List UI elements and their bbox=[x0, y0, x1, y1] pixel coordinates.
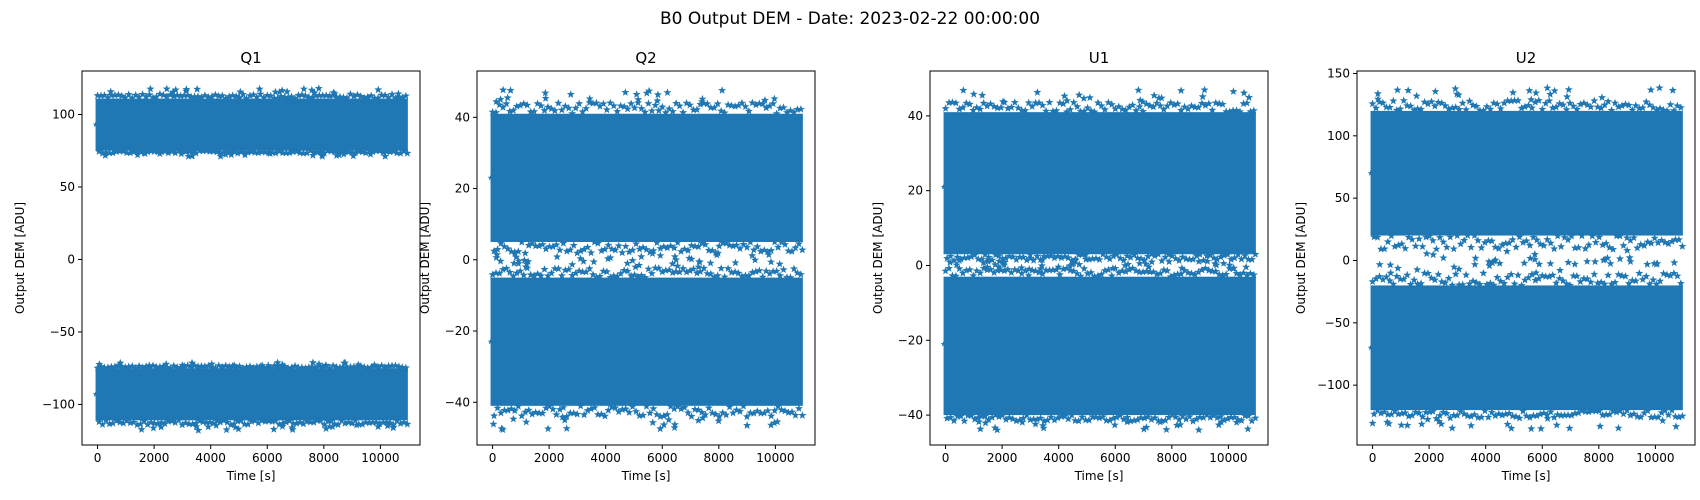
x-tick-label: 2000 bbox=[139, 451, 170, 465]
x-tick-label: 0 bbox=[1369, 451, 1377, 465]
y-tick-label: 100 bbox=[52, 107, 75, 121]
x-axis-label: Time [s] bbox=[1501, 469, 1551, 483]
scatter-marker bbox=[940, 183, 947, 190]
x-tick-label: 4000 bbox=[1043, 451, 1074, 465]
scatter-marker bbox=[1367, 344, 1374, 351]
x-tick-label: 0 bbox=[489, 451, 497, 465]
y-tick-label: 0 bbox=[67, 252, 75, 266]
scatter-band bbox=[95, 98, 408, 151]
data-points-u1 bbox=[940, 85, 1260, 434]
figure-title: B0 Output DEM - Date: 2023-02-22 00:00:0… bbox=[660, 9, 1040, 29]
scatter-marker bbox=[487, 338, 494, 345]
x-tick-label: 4000 bbox=[1470, 451, 1501, 465]
x-tick-label: 0 bbox=[94, 451, 102, 465]
y-tick-label: 50 bbox=[60, 180, 75, 194]
x-tick-label: 8000 bbox=[309, 451, 340, 465]
scatter-markers bbox=[488, 252, 807, 434]
x-tick-label: 8000 bbox=[1157, 451, 1188, 465]
y-axis-label: Output DEM [ADU] bbox=[1294, 202, 1308, 314]
y-axis-label: Output DEM [ADU] bbox=[871, 202, 885, 314]
y-tick-label: −20 bbox=[445, 324, 470, 338]
scatter-markers bbox=[941, 254, 1260, 434]
y-axis-label: Output DEM [ADU] bbox=[418, 202, 432, 314]
scatter-band bbox=[490, 277, 803, 406]
axes-frame bbox=[929, 70, 1269, 446]
y-tick-label: −40 bbox=[898, 408, 923, 422]
x-tick-label: 8000 bbox=[1584, 451, 1615, 465]
y-tick-label: 0 bbox=[462, 253, 470, 267]
y-tick-label: 100 bbox=[1327, 129, 1350, 143]
data-points-q1 bbox=[92, 84, 412, 434]
scatter-markers bbox=[488, 85, 807, 270]
subplot-title: Q2 bbox=[635, 49, 656, 67]
x-tick-label: 2000 bbox=[1414, 451, 1445, 465]
x-tick-label: 4000 bbox=[590, 451, 621, 465]
x-tick-label: 6000 bbox=[1100, 451, 1131, 465]
subplot-u2: 0 2000 4000 6000 8000 10000 −100 −50 0 50 100 150 U2… bbox=[1294, 49, 1696, 483]
x-axis-label: Time [s] bbox=[226, 469, 276, 483]
y-tick-label: 50 bbox=[1335, 191, 1350, 205]
scatter-band bbox=[943, 112, 1256, 255]
scatter-band bbox=[95, 368, 408, 421]
x-tick-label: 0 bbox=[942, 451, 950, 465]
scatter-marker bbox=[92, 121, 99, 128]
scatter-markers bbox=[941, 85, 1260, 273]
x-tick-label: 10000 bbox=[1636, 451, 1674, 465]
subplot-q2: 0 2000 4000 6000 8000 10000 −40 −20 0 20 40 Q2 Time … bbox=[418, 49, 816, 483]
scatter-marker bbox=[1367, 170, 1374, 176]
y-tick-label: 40 bbox=[908, 109, 923, 123]
y-tick-label: 0 bbox=[915, 258, 923, 272]
y-tick-label: 20 bbox=[455, 182, 470, 196]
y-axis-label: Output DEM [ADU] bbox=[13, 202, 27, 314]
scatter-band bbox=[1370, 285, 1683, 411]
subplot-q1: 0 2000 4000 6000 8000 10000 −100 −50 0 50 100 Q1 Tim… bbox=[13, 49, 421, 483]
axes-frame bbox=[81, 70, 421, 446]
y-tick-label: −50 bbox=[50, 325, 75, 339]
x-tick-label: 4000 bbox=[195, 451, 226, 465]
y-tick-label: 20 bbox=[908, 184, 923, 198]
x-tick-label: 10000 bbox=[1209, 451, 1247, 465]
x-tick-label: 6000 bbox=[252, 451, 283, 465]
x-tick-label: 2000 bbox=[534, 451, 565, 465]
x-tick-label: 2000 bbox=[987, 451, 1018, 465]
scatter-markers bbox=[93, 358, 412, 434]
axes-frame bbox=[1356, 70, 1696, 446]
x-tick-label: 8000 bbox=[704, 451, 735, 465]
subplot-title: U1 bbox=[1089, 49, 1110, 67]
y-tick-label: 0 bbox=[1342, 253, 1350, 267]
scatter-band bbox=[943, 276, 1256, 416]
x-tick-label: 10000 bbox=[756, 451, 794, 465]
scatter-markers bbox=[1368, 253, 1687, 433]
y-tick-label: −100 bbox=[42, 397, 75, 411]
y-tick-label: −50 bbox=[1325, 316, 1350, 330]
y-tick-label: −100 bbox=[1317, 378, 1350, 392]
x-axis-label: Time [s] bbox=[621, 469, 671, 483]
x-tick-label: 10000 bbox=[361, 451, 399, 465]
y-tick-label: −40 bbox=[445, 395, 470, 409]
scatter-marker bbox=[92, 391, 99, 397]
x-tick-label: 6000 bbox=[1527, 451, 1558, 465]
subplot-title: Q1 bbox=[240, 49, 261, 67]
scatter-band bbox=[1370, 110, 1683, 236]
data-points-q2 bbox=[487, 85, 807, 434]
scatter-band bbox=[490, 113, 803, 242]
scatter-markers bbox=[93, 84, 412, 160]
scatter-marker bbox=[940, 341, 947, 347]
data-points-u2 bbox=[1367, 83, 1687, 433]
y-tick-label: 150 bbox=[1327, 66, 1350, 80]
x-axis-label: Time [s] bbox=[1074, 469, 1124, 483]
subplot-title: U2 bbox=[1516, 49, 1537, 67]
scatter-marker bbox=[487, 174, 494, 181]
y-tick-label: −20 bbox=[898, 333, 923, 347]
axes-frame bbox=[476, 70, 816, 446]
subplot-u1: 0 2000 4000 6000 8000 10000 −40 −20 0 20 40 U1 Time … bbox=[871, 49, 1269, 483]
y-tick-label: 40 bbox=[455, 110, 470, 124]
x-tick-label: 6000 bbox=[647, 451, 678, 465]
